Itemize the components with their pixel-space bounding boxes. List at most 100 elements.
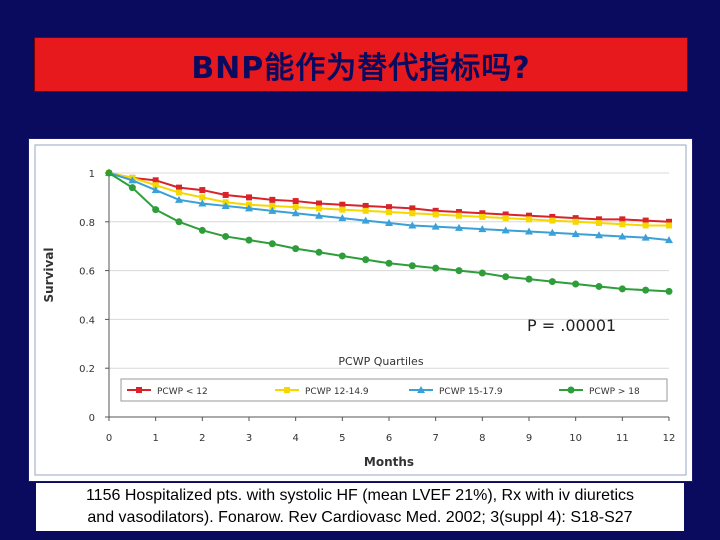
series-1-point xyxy=(456,209,462,216)
series-2-point xyxy=(386,209,392,216)
series-2-point xyxy=(549,217,556,224)
series-2-point xyxy=(456,212,462,219)
legend-title: PCWP Quartiles xyxy=(338,355,423,368)
series-2-point xyxy=(292,204,299,211)
series-4-point xyxy=(292,245,300,253)
series-2-point xyxy=(502,215,509,222)
series-3-point xyxy=(408,221,417,229)
series-1-point xyxy=(269,196,276,203)
series-4-point xyxy=(502,273,510,281)
series-1-point xyxy=(386,204,392,211)
series-2-point xyxy=(199,194,206,201)
series-3-point xyxy=(151,186,160,194)
series-4-point xyxy=(618,285,626,293)
legend-box xyxy=(120,378,668,402)
series-1-point xyxy=(549,213,556,220)
x-tick-label: 10 xyxy=(569,433,582,444)
legend-swatch-marker-1 xyxy=(136,387,142,393)
series-4-point xyxy=(595,282,603,290)
x-tick-label: 3 xyxy=(246,433,252,444)
series-2-point xyxy=(152,182,159,189)
caption-line-2: and vasodilators). Fonarow. Rev Cardiova… xyxy=(87,509,633,526)
series-4-point xyxy=(128,184,136,192)
series-3-point xyxy=(245,204,253,212)
x-tick-label: 8 xyxy=(479,433,485,444)
series-4-point xyxy=(642,286,650,294)
series-1-point xyxy=(432,207,439,214)
legend-swatch-marker-4 xyxy=(567,386,575,394)
series-3-point xyxy=(641,233,650,241)
y-axis-label: Survival xyxy=(42,247,56,302)
series-4-point xyxy=(385,259,393,267)
series-1-point xyxy=(596,216,602,223)
series-3-point xyxy=(315,211,323,219)
series-1-point xyxy=(502,211,509,218)
series-line-2 xyxy=(108,172,669,227)
series-4-point xyxy=(268,240,276,248)
series-3-point xyxy=(338,214,347,222)
legend-label-2: PCWP 12-14.9 xyxy=(305,387,369,397)
series-2-point xyxy=(432,211,439,218)
series-3-point xyxy=(618,232,627,240)
series-1-point xyxy=(176,184,182,191)
series-1-point xyxy=(362,202,369,209)
series-2-point xyxy=(269,202,276,209)
series-3-point xyxy=(361,216,370,224)
legend-swatch-marker-3 xyxy=(417,386,425,393)
series-3-point xyxy=(431,222,440,230)
x-axis-label: Months xyxy=(364,455,414,469)
x-tick-label: 6 xyxy=(386,433,392,444)
series-line-4 xyxy=(108,172,670,293)
series-1-point xyxy=(316,200,322,207)
legend-label-3: PCWP 15-17.9 xyxy=(439,387,503,397)
x-tick-label: 2 xyxy=(199,433,205,444)
series-1-point xyxy=(199,187,206,194)
series-2-point xyxy=(572,218,579,225)
series-4-point xyxy=(222,232,230,240)
series-4-point xyxy=(432,264,440,272)
series-4-point xyxy=(105,169,113,177)
series-2-point xyxy=(409,210,416,217)
series-3-point xyxy=(571,230,580,237)
series-2-point xyxy=(362,207,369,214)
chart-card: 0 0.2 0.4 0.6 0.8 1 0 1 2 3 4 5 6 7 8 9 10 11 12 Months Surv… xyxy=(28,138,693,482)
series-4-point xyxy=(572,280,580,288)
series-4-point xyxy=(338,252,346,260)
series-4-point xyxy=(455,267,463,275)
series-3-point xyxy=(665,236,673,244)
series-4-point xyxy=(665,287,673,295)
y-tick-label: 1 xyxy=(89,169,95,180)
series-1-point xyxy=(526,212,532,219)
series-3-point xyxy=(525,227,533,235)
series-1-point xyxy=(222,191,229,198)
series-4-point xyxy=(478,269,486,277)
series-4-point xyxy=(362,256,370,264)
survival-chart: 00.20.40.60.810 1 2 3 4 5 6 7 8 9 10 11 12MonthsSurv… xyxy=(34,144,687,476)
slide-title-box: BNP能作为替代指标吗? xyxy=(34,37,688,92)
series-4-point xyxy=(548,278,556,286)
legend-label-4: PCWP > 18 xyxy=(589,387,640,397)
series-3-point xyxy=(455,223,463,231)
x-tick-label: 4 xyxy=(292,433,298,444)
series-4-point xyxy=(315,248,323,256)
y-tick-label: 0 xyxy=(89,413,95,424)
series-2-point xyxy=(339,206,346,213)
x-tick-label: 11 xyxy=(616,433,629,444)
legend-label-1: PCWP < 12 xyxy=(157,387,208,397)
series-2-point xyxy=(642,222,649,229)
series-2-point xyxy=(316,205,322,212)
series-3-point xyxy=(198,199,207,207)
legend-swatch-marker-2 xyxy=(284,387,290,393)
series-4-point xyxy=(198,226,206,234)
x-tick-label: 1 xyxy=(152,433,158,444)
series-1-point xyxy=(479,210,486,217)
series-3-point xyxy=(548,228,557,236)
series-2-point xyxy=(596,220,602,227)
chart-frame xyxy=(34,144,687,476)
slide-title: BNP能作为替代指标吗? xyxy=(191,50,531,86)
x-tick-label: 9 xyxy=(526,433,532,444)
p-value-annotation: P = .00001 xyxy=(527,316,616,335)
x-tick-label: 12 xyxy=(663,433,676,444)
series-1-point xyxy=(339,201,346,208)
series-3-point xyxy=(501,226,510,234)
